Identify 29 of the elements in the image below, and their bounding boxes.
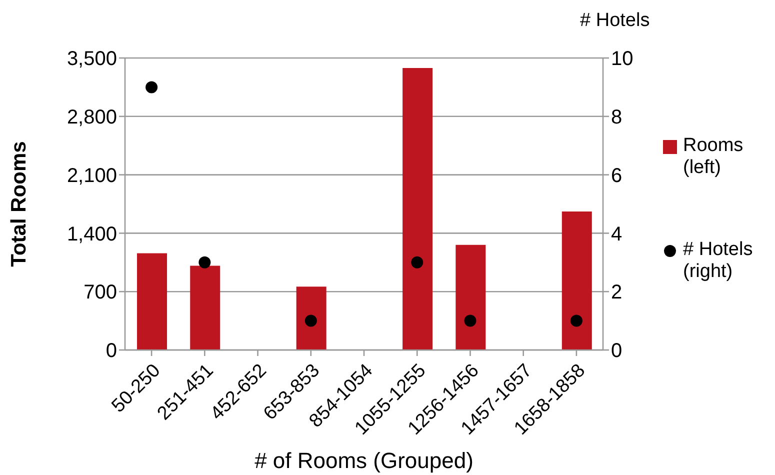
bar — [296, 286, 326, 350]
bar — [562, 212, 592, 350]
point — [570, 314, 582, 327]
x-axis-title: # of Rooms (Grouped) — [254, 448, 474, 473]
bar — [190, 266, 220, 350]
y2-tick-label: 4 — [611, 223, 622, 246]
y2-tick-label: 0 — [611, 340, 622, 362]
y-axis-title: Total Rooms — [7, 141, 30, 267]
y-tick-label: 1,400 — [66, 223, 117, 246]
legend-label: Rooms (left) — [683, 135, 744, 179]
y-tick-label: 2,800 — [66, 106, 117, 128]
y2-tick-label: 8 — [611, 106, 622, 128]
y2-tick-label: 2 — [611, 282, 622, 304]
y-tick-label: 3,500 — [66, 48, 117, 70]
point — [464, 314, 476, 327]
y-tick-label: 700 — [84, 282, 117, 304]
point — [198, 256, 211, 268]
point — [411, 256, 424, 268]
y2-tick-label: 6 — [611, 164, 622, 187]
y2-axis-title: # Hotels — [580, 10, 650, 32]
y-tick-label: 2,100 — [66, 164, 117, 187]
point — [146, 81, 158, 94]
y-tick-label: 0 — [106, 340, 117, 362]
point — [304, 314, 317, 327]
legend-label: # Hotels (right) — [683, 239, 754, 283]
bar — [402, 68, 433, 350]
bar — [137, 253, 167, 350]
y2-tick-label: 10 — [611, 48, 634, 70]
bar — [456, 244, 486, 350]
